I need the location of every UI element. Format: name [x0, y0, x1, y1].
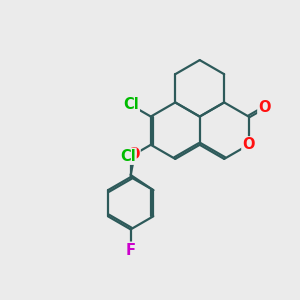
Text: O: O: [258, 100, 271, 115]
Text: Cl: Cl: [123, 98, 139, 112]
Text: O: O: [242, 137, 255, 152]
Text: O: O: [127, 146, 140, 161]
Text: Cl: Cl: [120, 149, 136, 164]
Text: F: F: [126, 243, 136, 258]
